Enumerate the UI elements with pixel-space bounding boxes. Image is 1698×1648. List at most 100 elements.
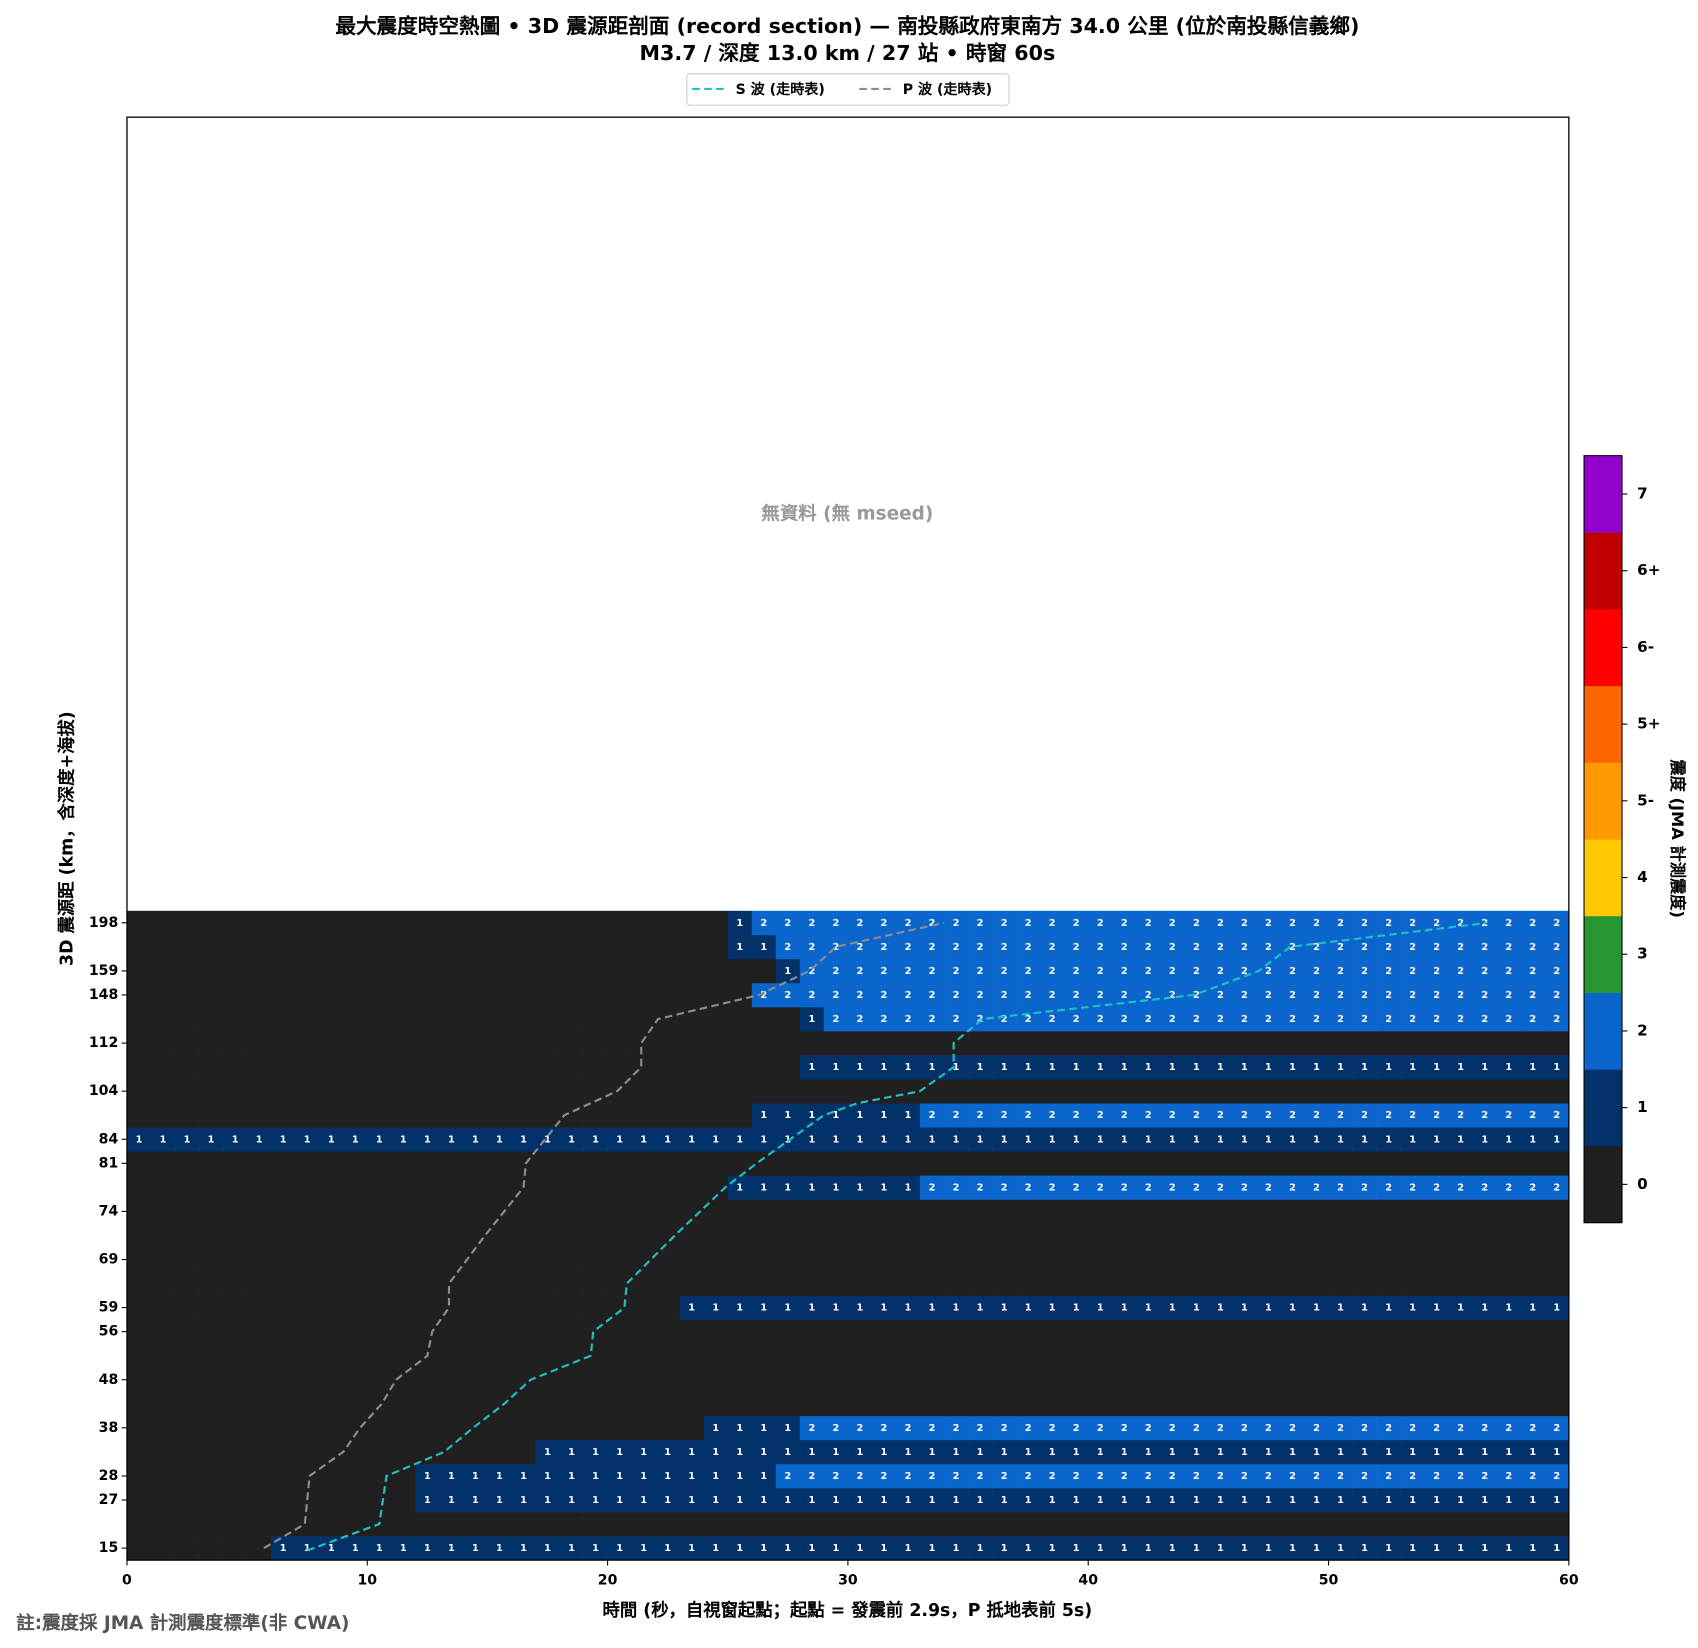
heatmap-cell (1352, 1271, 1377, 1296)
heatmap-cell (439, 1031, 464, 1056)
heatmap-cell (1352, 1391, 1377, 1417)
cell-label: 2 (1241, 918, 1248, 929)
heatmap-cell (944, 958, 969, 984)
heatmap-cell (607, 1319, 632, 1345)
cell-label: 2 (1121, 1182, 1128, 1193)
heatmap-cell (679, 1415, 705, 1441)
cell-label: 2 (1265, 990, 1272, 1001)
heatmap-cell (319, 1103, 344, 1128)
heatmap-cell (126, 1439, 152, 1465)
heatmap-cell (1400, 1536, 1425, 1561)
heatmap-cell (415, 1319, 440, 1345)
heatmap-cell (1520, 1055, 1546, 1080)
heatmap-cell (1520, 1367, 1546, 1393)
cell-label: 1 (1385, 1495, 1392, 1506)
heatmap-cell (944, 1439, 969, 1465)
cell-label: 2 (1361, 1471, 1368, 1482)
heatmap-cell (1448, 1175, 1474, 1200)
cell-label: 1 (1385, 1543, 1392, 1554)
heatmap-cell (319, 1295, 344, 1320)
heatmap-cell (895, 1103, 921, 1128)
heatmap-cell (1376, 1439, 1401, 1465)
cell-label: 2 (1265, 1110, 1272, 1121)
heatmap-cell (1352, 910, 1377, 936)
cell-label: 2 (1121, 1423, 1128, 1434)
cell-label: 2 (953, 1014, 960, 1025)
heatmap-cell (1472, 1512, 1498, 1537)
heatmap-cell (223, 1512, 248, 1537)
heatmap-cell (1208, 1343, 1233, 1369)
heatmap-cell (1328, 958, 1353, 984)
heatmap-cell (1400, 934, 1425, 960)
cell-label: 1 (688, 1471, 695, 1482)
chart-subtitle: M3.7 / 深度 13.0 km / 27 站 • 時窗 60s (640, 41, 1056, 65)
cell-label: 1 (1337, 1543, 1344, 1554)
heatmap-cell (487, 1006, 512, 1032)
heatmap-cell (1496, 1343, 1522, 1369)
y-tick-label: 48 (99, 1372, 119, 1388)
heatmap-cell (992, 1415, 1017, 1441)
heatmap-cell (1064, 1463, 1089, 1489)
heatmap-cell (1136, 1079, 1161, 1104)
heatmap-cell (703, 1536, 729, 1561)
cell-label: 1 (833, 1495, 840, 1506)
heatmap-cell (655, 910, 681, 936)
heatmap-cell (920, 1391, 945, 1417)
cell-label: 2 (1553, 1423, 1560, 1434)
cell-label: 1 (1385, 1062, 1392, 1073)
heatmap-cell (1448, 1199, 1474, 1224)
heatmap-cell (1256, 1223, 1281, 1248)
heatmap-cell (1160, 1391, 1185, 1417)
colorbar-tick-label: 4 (1637, 868, 1648, 886)
heatmap-cell (175, 1031, 200, 1056)
heatmap-cell (1088, 1415, 1113, 1441)
cell-label: 1 (472, 1543, 479, 1554)
heatmap-cell (1232, 1487, 1257, 1513)
heatmap-cell (1088, 1055, 1113, 1080)
heatmap-cell (847, 958, 873, 984)
heatmap-cell (439, 934, 464, 960)
heatmap-cell (1160, 910, 1185, 936)
heatmap-cell (1400, 1103, 1425, 1128)
heatmap-cell (823, 1391, 849, 1417)
heatmap-cell (1184, 910, 1209, 936)
cell-label: 1 (1553, 1447, 1560, 1458)
heatmap-cell (1208, 1367, 1233, 1393)
cell-label: 1 (1553, 1495, 1560, 1506)
heatmap-cell (1112, 1271, 1137, 1296)
cell-label: 2 (1553, 1110, 1560, 1121)
heatmap-cell (895, 1199, 921, 1224)
heatmap-cell (944, 1343, 969, 1369)
heatmap-cell (1304, 982, 1329, 1008)
heatmap-cell (1496, 1487, 1522, 1513)
heatmap-cell (1352, 982, 1377, 1008)
heatmap-cell (1376, 1367, 1401, 1393)
cell-label: 2 (881, 1423, 888, 1434)
heatmap-cell (295, 1151, 320, 1176)
cell-label: 2 (833, 966, 840, 977)
heatmap-cell (295, 1175, 320, 1200)
cell-label: 1 (1169, 1303, 1176, 1314)
cell-label: 1 (1217, 1543, 1224, 1554)
heatmap-cell (1040, 1031, 1065, 1056)
cell-label: 1 (1313, 1062, 1320, 1073)
cell-label: 1 (1409, 1495, 1416, 1506)
heatmap-cell (151, 910, 176, 936)
heatmap-cell (535, 1439, 560, 1465)
heatmap-cell (1328, 1079, 1353, 1104)
heatmap-cell (343, 1391, 368, 1417)
heatmap-cell (895, 1271, 921, 1296)
heatmap-cell (223, 910, 248, 936)
heatmap-cell (607, 1199, 632, 1224)
heatmap-cell (1184, 1415, 1209, 1441)
heatmap-cell (1304, 1463, 1329, 1489)
cell-label: 2 (1001, 966, 1008, 977)
heatmap-cell (775, 1079, 801, 1104)
heatmap-cell (703, 1487, 729, 1513)
heatmap-cell (1256, 1127, 1281, 1152)
cell-label: 1 (1241, 1303, 1248, 1314)
heatmap-cell (1448, 1103, 1474, 1128)
heatmap-cell (847, 1343, 873, 1369)
heatmap-cell (1304, 958, 1329, 984)
heatmap-cell (1328, 1031, 1353, 1056)
